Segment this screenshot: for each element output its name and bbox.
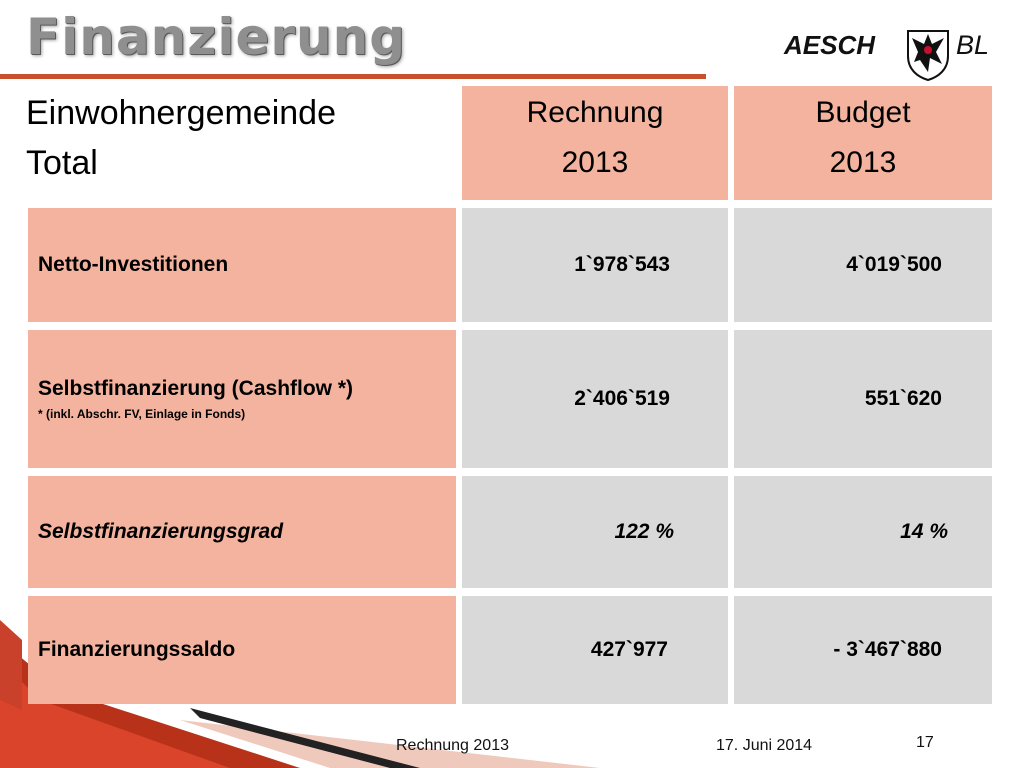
row-label-group: Selbstfinanzierung (Cashflow *) * (inkl.… <box>38 377 353 421</box>
value-text: 427`977 <box>590 638 668 661</box>
header-line-2: 2013 <box>561 146 629 179</box>
logo-suffix: BL <box>956 30 990 60</box>
cell-budget: - 3`467`880 <box>734 596 992 704</box>
row-label-text: Selbstfinanzierungsgrad <box>38 520 284 543</box>
row-label: Selbstfinanzierungsgrad <box>28 476 456 588</box>
page-number: 17 <box>916 734 934 751</box>
table-corner-label: Einwohnergemeinde Total <box>26 88 336 188</box>
value-text: 2`406`519 <box>574 387 670 410</box>
cell-budget: 14 % <box>734 476 992 588</box>
cell-budget: 551`620 <box>734 330 992 468</box>
cell-rechnung: 2`406`519 <box>462 330 728 468</box>
row-label-text: Netto-Investitionen <box>38 253 229 276</box>
value-text: 1`978`543 <box>574 253 670 276</box>
cell-budget: 4`019`500 <box>734 208 992 322</box>
header-line-1: Rechnung <box>526 96 664 129</box>
cell-rechnung: 427`977 <box>462 596 728 704</box>
decorative-swoosh <box>0 620 600 768</box>
value-text: 122 % <box>614 520 674 543</box>
row-label: Netto-Investitionen <box>28 208 456 322</box>
coat-of-arms-icon <box>907 30 949 82</box>
column-header-budget: Budget 2013 <box>734 86 992 200</box>
cell-rechnung: 122 % <box>462 476 728 588</box>
title-underline <box>0 74 706 79</box>
corner-line-2: Total <box>26 144 98 182</box>
value-text: 4`019`500 <box>846 253 942 276</box>
page-title: Finanzierung <box>26 8 407 66</box>
footer-title: Rechnung 2013 <box>396 737 509 754</box>
header-line-2: 2013 <box>829 146 897 179</box>
row-footnote: * (inkl. Abschr. FV, Einlage in Fonds) <box>38 407 246 421</box>
row-label-text: Selbstfinanzierung (Cashflow *) <box>38 377 354 400</box>
cell-rechnung: 1`978`543 <box>462 208 728 322</box>
value-text: - 3`467`880 <box>833 638 942 661</box>
aesch-logo: AESCH BL <box>784 28 994 84</box>
footer-date: 17. Juni 2014 <box>716 737 813 754</box>
row-label-text: Finanzierungssaldo <box>38 638 236 661</box>
column-header-rechnung: Rechnung 2013 <box>462 86 728 200</box>
corner-line-1: Einwohnergemeinde <box>26 94 336 132</box>
logo-name: AESCH <box>784 30 876 60</box>
value-text: 551`620 <box>864 387 942 410</box>
header-line-1: Budget <box>815 96 911 129</box>
row-label: Selbstfinanzierung (Cashflow *) * (inkl.… <box>28 330 456 468</box>
row-label: Finanzierungssaldo <box>28 596 456 704</box>
value-text: 14 % <box>900 520 948 543</box>
